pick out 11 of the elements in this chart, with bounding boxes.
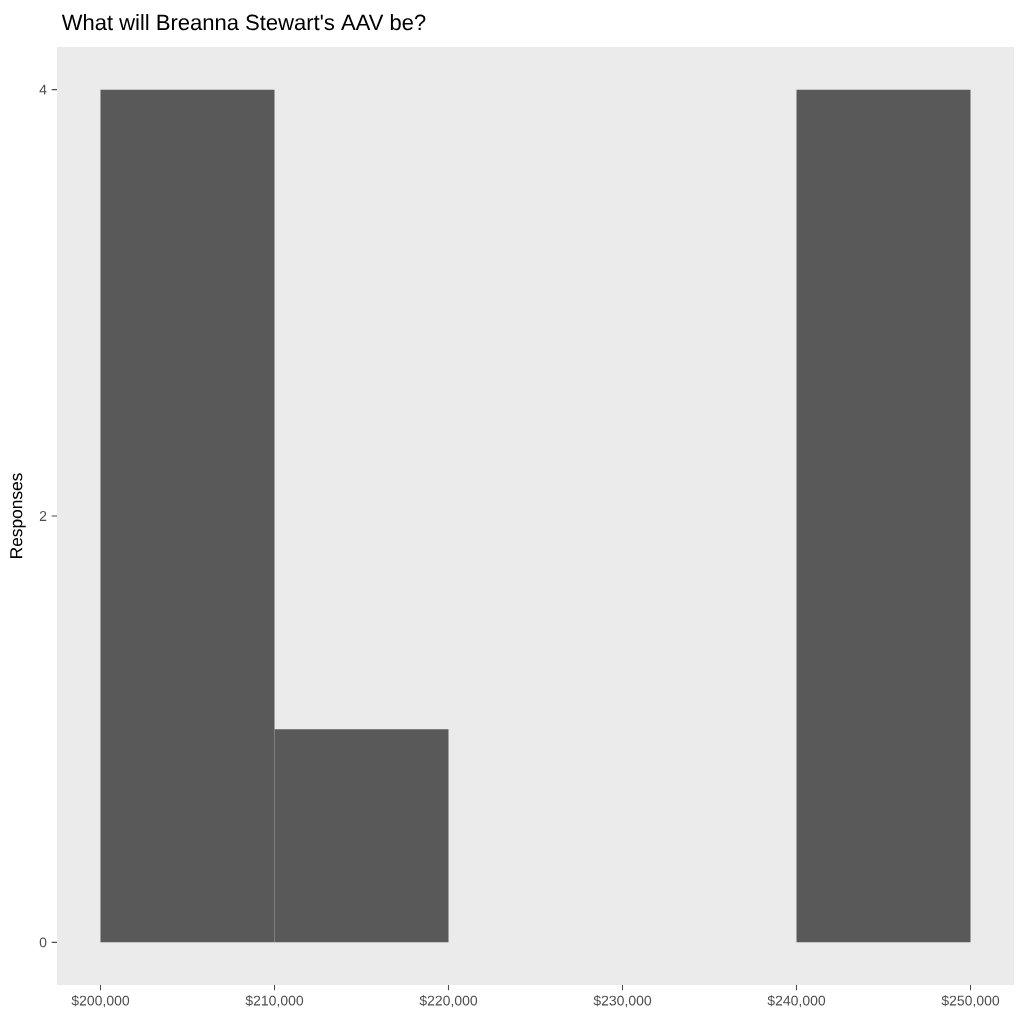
y-tick-label: 0 — [39, 937, 47, 948]
x-tick-label: $220,000 — [419, 995, 478, 1008]
x-tick-label: $240,000 — [767, 995, 826, 1008]
x-tick-label: $210,000 — [245, 995, 304, 1008]
x-tick-label: $200,000 — [71, 995, 130, 1008]
chart-title: What will Breanna Stewart's AAV be? — [61, 14, 426, 31]
x-tick-label: $250,000 — [941, 995, 1000, 1008]
y-tick-label: 4 — [39, 84, 47, 95]
x-tick-label: $230,000 — [593, 995, 652, 1008]
y-tick-label: 2 — [39, 511, 47, 521]
y-axis-title: Responses — [10, 473, 26, 558]
